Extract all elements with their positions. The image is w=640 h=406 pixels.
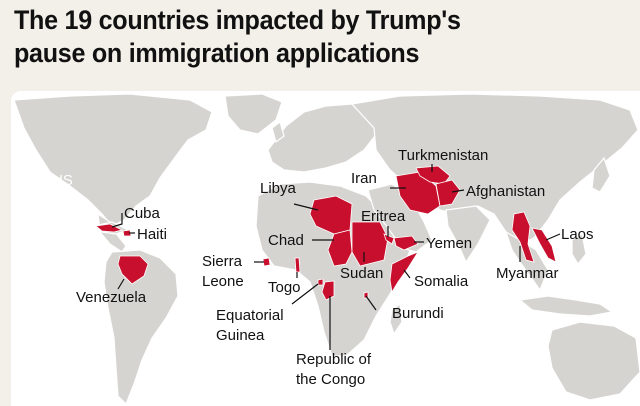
label-somalia: Somalia (414, 273, 469, 290)
land-europe (267, 103, 379, 173)
country-haiti (122, 229, 132, 237)
label-chad: Chad (268, 232, 304, 249)
label-turkmenistan: Turkmenistan (398, 147, 488, 164)
land-madagascar (389, 302, 403, 336)
country-afghanistan (435, 179, 461, 207)
leader-afghanistan (451, 189, 465, 193)
label-laos: Laos (561, 226, 594, 243)
label-sierra-leone-2: Leone (202, 273, 244, 290)
leader-burundi (365, 295, 377, 311)
label-myanmar: Myanmar (496, 265, 559, 282)
world-map-svg: US Cuba Haiti Venezuela Sierra Leone Tog… (13, 93, 640, 406)
country-eritrea (383, 233, 395, 245)
label-libya: Libya (260, 180, 297, 197)
label-eritrea: Eritrea (361, 208, 406, 225)
leader-laos (545, 233, 561, 241)
land-south-america (103, 249, 179, 406)
label-venezuela: Venezuela (76, 289, 147, 306)
country-venezuela (117, 255, 149, 285)
leader-somalia (403, 269, 411, 279)
land-uk (271, 120, 285, 144)
country-sierra-leone (262, 257, 271, 267)
label-cuba: Cuba (124, 205, 161, 222)
country-laos (531, 227, 557, 263)
label-togo: Togo (268, 279, 301, 296)
label-congo-2: the Congo (296, 371, 365, 388)
country-somalia (389, 251, 419, 294)
label-sierra-leone-1: Sierra (202, 253, 243, 270)
country-sudan (351, 221, 389, 267)
label-sudan: Sudan (340, 265, 383, 282)
leader-lines (111, 164, 561, 350)
country-equatorial-guinea (317, 278, 324, 286)
page-title: The 19 countries impacted by Trump's pau… (14, 4, 591, 70)
country-cuba (95, 223, 124, 233)
leader-libya (293, 203, 319, 211)
land-indonesia (518, 295, 614, 317)
leader-venezuela (117, 278, 125, 290)
country-yemen (393, 235, 419, 251)
country-chad (327, 229, 353, 267)
leader-cuba (111, 213, 123, 228)
country-myanmar (511, 211, 535, 263)
land-north-america (13, 93, 213, 227)
label-iran: Iran (351, 170, 377, 187)
leader-equatorial-guinea (291, 283, 319, 305)
label-yemen: Yemen (426, 235, 472, 252)
highlighted-countries (95, 165, 557, 301)
title-line-2: pause on immigration applications (14, 38, 420, 68)
label-haiti: Haiti (137, 226, 167, 243)
title-line-1: The 19 countries impacted by Trump's (14, 5, 461, 35)
label-burundi: Burundi (392, 305, 444, 322)
land-australia (547, 321, 640, 401)
country-labels: US Cuba Haiti Venezuela Sierra Leone Tog… (52, 147, 594, 388)
label-congo-1: Republic of (296, 351, 372, 368)
label-equatorial-guinea-2: Guinea (216, 327, 265, 344)
label-us: US (52, 172, 73, 189)
land-japan (591, 156, 611, 193)
label-afghanistan: Afghanistan (466, 183, 545, 200)
country-togo (294, 257, 301, 273)
land-greenland (224, 93, 283, 135)
land-india (445, 205, 491, 264)
land-philippines (571, 233, 587, 266)
label-equatorial-guinea-1: Equatorial (216, 307, 284, 324)
world-map: US Cuba Haiti Venezuela Sierra Leone Tog… (11, 91, 640, 406)
